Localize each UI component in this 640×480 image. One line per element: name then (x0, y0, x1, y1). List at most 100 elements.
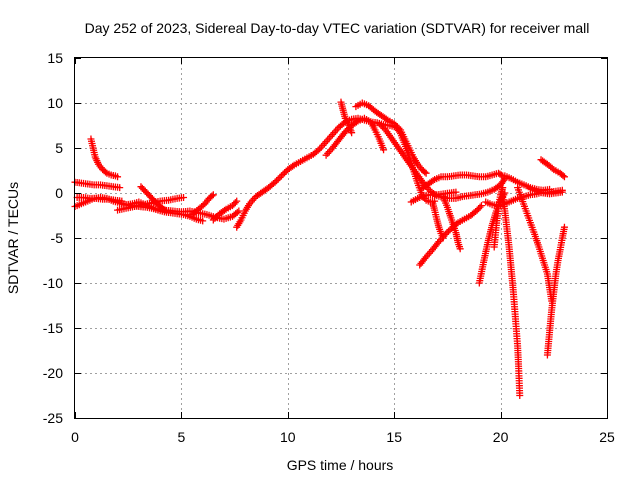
y-tick-label: 15 (47, 50, 63, 66)
data-point (199, 217, 207, 225)
series-track-11 (322, 114, 388, 159)
data-point (235, 207, 243, 215)
data-point (180, 194, 188, 201)
chart-title: Day 252 of 2023, Sidereal Day-to-day VTE… (85, 20, 590, 36)
data-point (281, 169, 289, 177)
data-point (497, 171, 505, 179)
data-point (429, 177, 437, 185)
data-point (377, 121, 385, 129)
series-track-27 (537, 156, 568, 181)
data-point (380, 146, 388, 154)
y-tick-label: -15 (43, 320, 63, 336)
series-track-16 (418, 169, 507, 192)
data-point (393, 123, 401, 131)
y-tick-label: -20 (43, 365, 63, 381)
data-point (390, 120, 398, 128)
data-point (392, 121, 400, 129)
x-tick-label: 15 (386, 429, 402, 445)
y-tick-label: 0 (55, 185, 63, 201)
series-track-3 (73, 194, 126, 205)
data-point (276, 173, 284, 181)
data-point (558, 188, 566, 196)
data-points (71, 98, 568, 399)
data-point (208, 192, 216, 200)
data-point (444, 227, 452, 235)
series-track-8 (188, 191, 217, 219)
series-track-19 (416, 202, 485, 269)
series-track-1 (71, 178, 124, 192)
data-point (421, 168, 429, 176)
data-point (220, 206, 228, 214)
data-point (277, 172, 285, 180)
series-track-18 (439, 193, 464, 253)
series-track-15 (407, 188, 460, 206)
data-point (199, 201, 207, 209)
data-point (375, 120, 383, 128)
x-tick-label: 5 (178, 429, 186, 445)
y-tick-label: 5 (55, 140, 63, 156)
data-point (560, 223, 568, 231)
series-track-12 (337, 98, 356, 137)
data-point (477, 202, 485, 210)
data-point (499, 184, 507, 192)
x-axis-label: GPS time / hours (287, 457, 394, 473)
plot-frame (74, 57, 608, 419)
data-point (382, 115, 390, 123)
data-point (560, 173, 568, 181)
data-point (163, 207, 171, 215)
data-point (352, 118, 360, 126)
data-point (289, 162, 297, 170)
data-point (452, 188, 460, 196)
data-point (211, 214, 219, 222)
data-point (213, 213, 221, 221)
data-point (548, 164, 556, 172)
data-point (341, 128, 349, 136)
series-track-22 (490, 184, 507, 251)
data-point (209, 216, 217, 224)
data-point (378, 123, 386, 131)
y-axis-label: SDTVAR / TECUs (5, 182, 21, 294)
data-point (456, 245, 464, 253)
data-point (233, 208, 241, 216)
x-tick-label: 25 (599, 429, 615, 445)
data-point (279, 170, 287, 178)
data-point (500, 176, 508, 184)
series-track-28 (526, 185, 566, 198)
data-point (443, 229, 451, 237)
data-point (231, 199, 239, 207)
data-point (102, 168, 110, 176)
x-tick-label: 10 (280, 429, 296, 445)
data-point (209, 191, 217, 199)
series-track-13 (352, 99, 430, 177)
data-point (116, 184, 124, 192)
y-tick-label: -10 (43, 275, 63, 291)
data-point (233, 197, 241, 205)
x-tick-label: 20 (493, 429, 509, 445)
data-point (422, 169, 430, 177)
data-point (452, 220, 460, 228)
data-point (274, 175, 282, 183)
series-track-26 (543, 223, 568, 359)
series-track-25 (514, 184, 556, 305)
y-tick-label: -5 (51, 230, 64, 246)
data-point (161, 206, 169, 214)
y-tick-label: -25 (43, 410, 63, 426)
data-point (273, 177, 281, 185)
data-point (271, 178, 279, 186)
data-point (314, 146, 322, 154)
y-tick-label: 10 (47, 95, 63, 111)
data-point (441, 230, 449, 238)
series-track-9 (209, 197, 241, 224)
data-point (348, 129, 356, 137)
data-point (559, 172, 567, 180)
x-tick-label: 0 (71, 429, 79, 445)
series-track-23 (499, 194, 524, 399)
series-track-7 (137, 183, 171, 215)
data-point (114, 173, 122, 181)
data-point (395, 124, 403, 132)
data-point (516, 392, 524, 399)
series-track-14 (375, 120, 509, 202)
series-track-4 (87, 135, 122, 181)
